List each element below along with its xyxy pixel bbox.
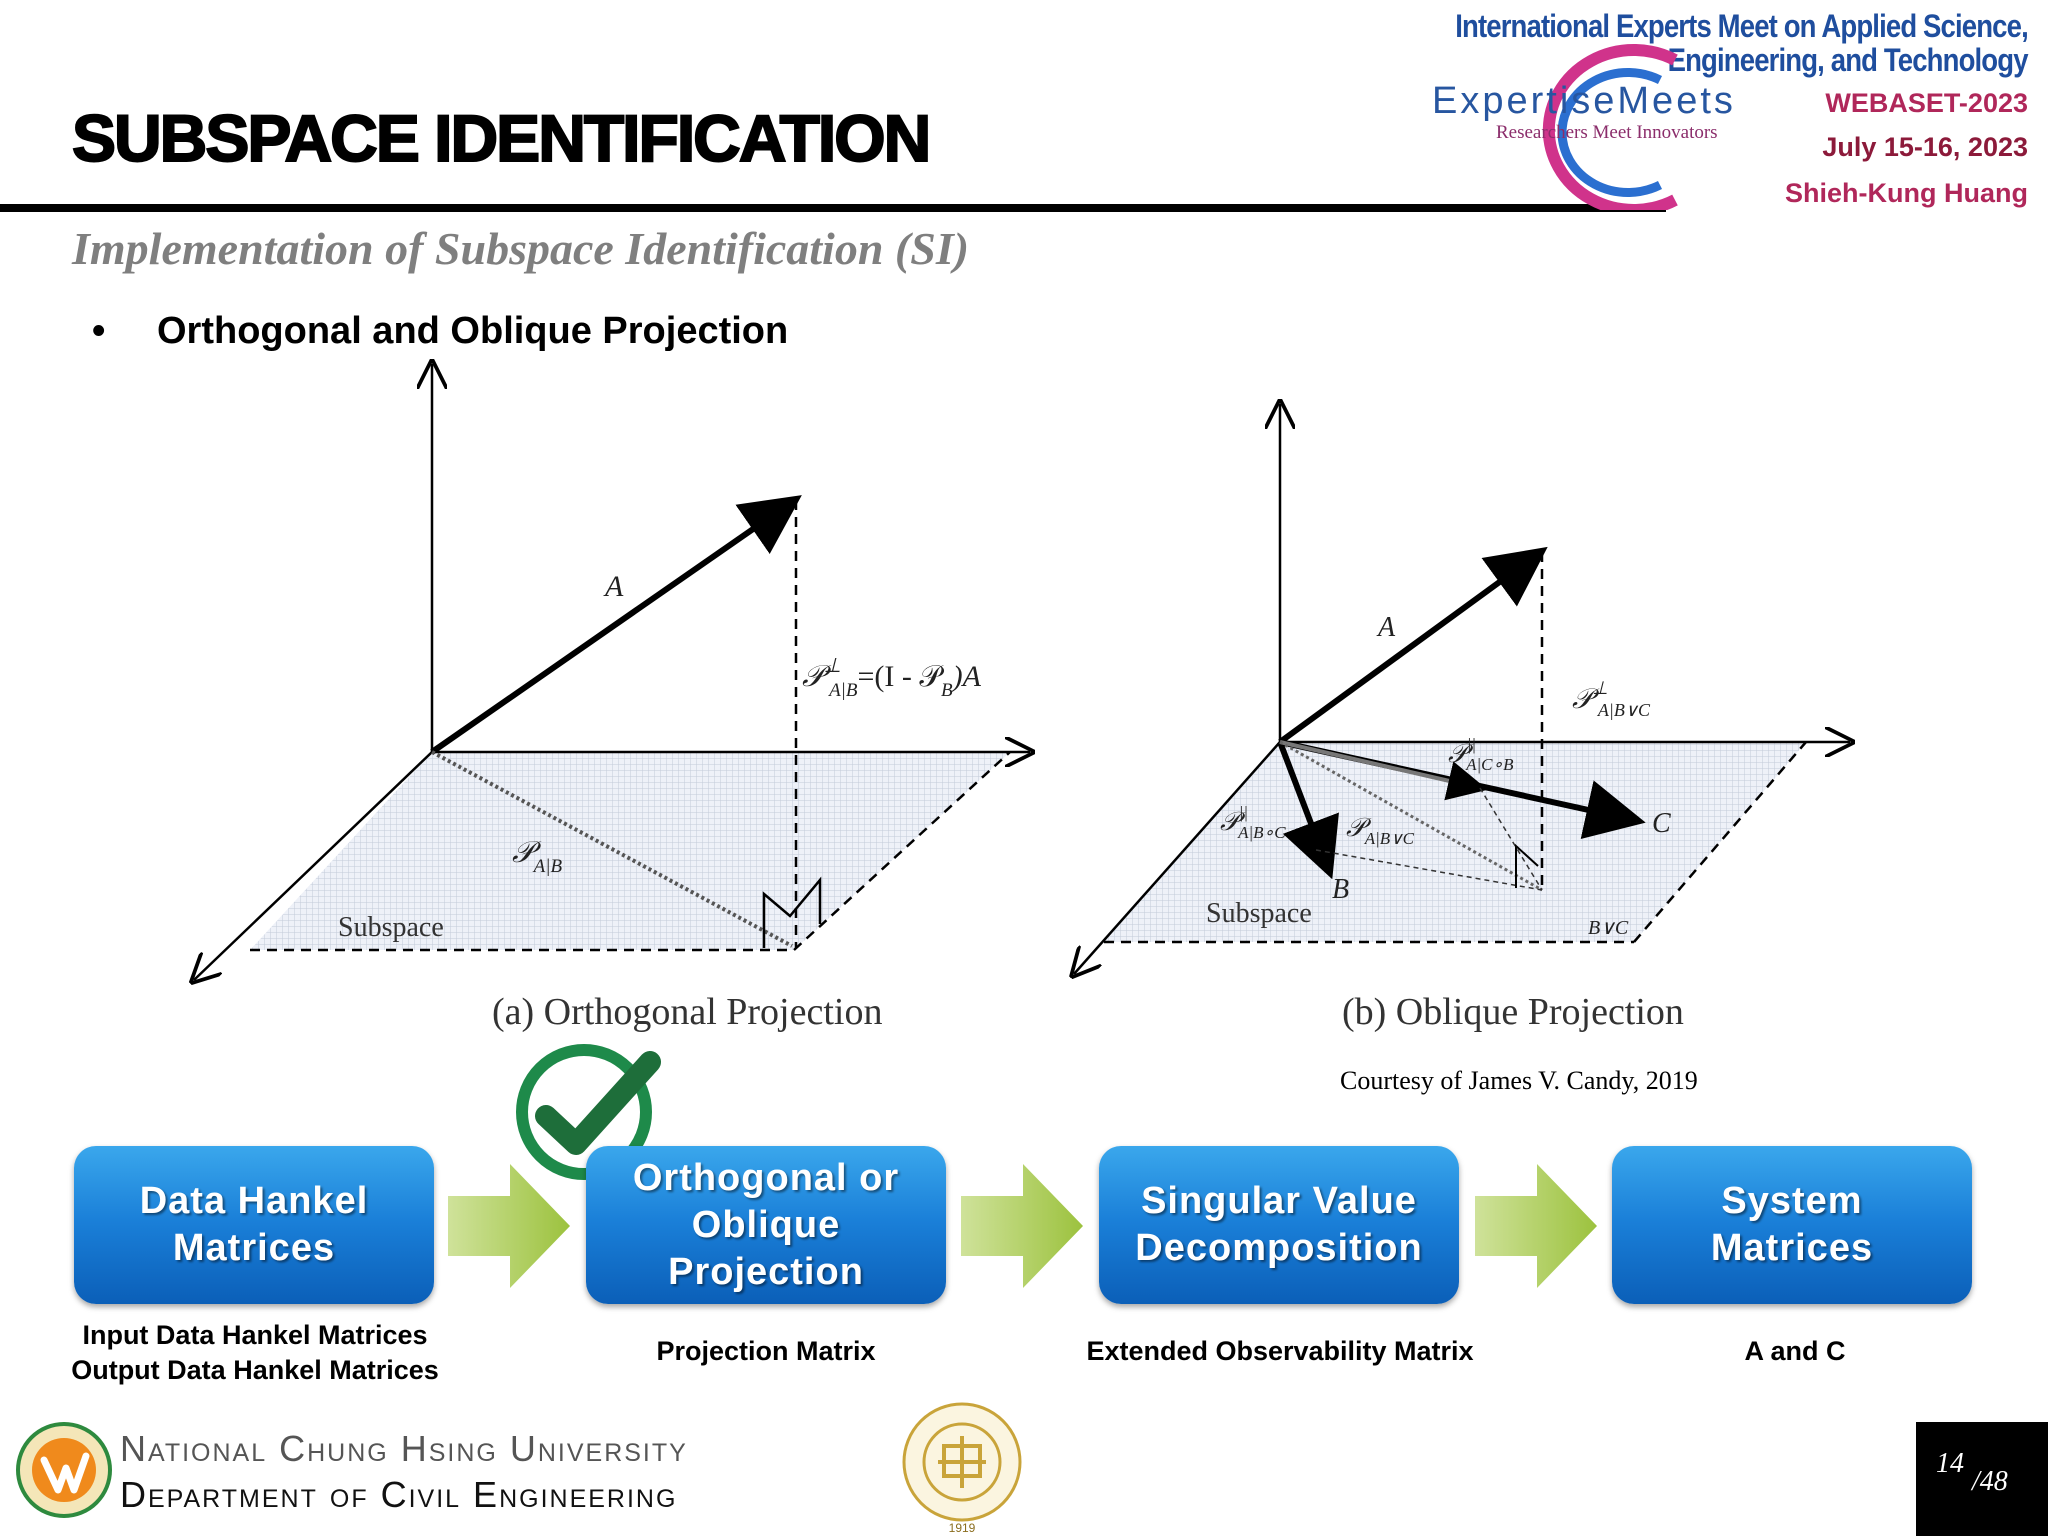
step-system-matrices: System Matrices	[1612, 1146, 1972, 1304]
department-name: Department of Civil Engineering	[120, 1474, 678, 1515]
figure-a-caption: (a) Orthogonal Projection	[492, 991, 883, 1033]
conference-name-line2: Engineering, and Technology	[1667, 42, 2029, 78]
expertisemeets-logo-icon	[1542, 44, 1678, 210]
slide-title: SUBSPACE IDENTIFICATION	[71, 100, 932, 176]
courtesy-credit: Courtesy of James V. Candy, 2019	[1340, 1066, 1698, 1095]
svg-text:1919: 1919	[949, 1521, 976, 1535]
perp-projection-label: 𝒫⊥ A|B=(I - 𝒫B)A	[802, 655, 982, 701]
c-label: C	[1652, 808, 1671, 839]
conference-date: July 15-16, 2023	[1822, 132, 2028, 162]
step-projection: Orthogonal or Oblique Projection	[586, 1146, 946, 1304]
projection-label: 𝒫A|B	[512, 836, 562, 877]
conference-event: WEBASET-2023	[1825, 88, 2028, 118]
step-data-hankel-matrices: Data Hankel Matrices	[74, 1146, 434, 1304]
bullet-icon: •	[92, 310, 106, 352]
page-current: 14	[1936, 1448, 1964, 1479]
slide-subtitle: Implementation of Subspace Identificatio…	[72, 223, 970, 274]
page-total: /48	[1972, 1466, 2008, 1497]
department-logo-icon	[16, 1422, 112, 1518]
university-name: National Chung Hsing University	[120, 1428, 688, 1469]
bullet-text: Orthogonal and Oblique Projection	[157, 310, 789, 352]
step-note-svd: Extended Observability Matrix	[1086, 1336, 1474, 1366]
conference-name-line1: International Experts Meet on Applied Sc…	[1455, 8, 2028, 44]
b-label: B	[1332, 874, 1349, 905]
subspace-label: Subspace	[338, 912, 444, 943]
vector-b	[1277, 740, 1339, 880]
vector-a-b	[1278, 546, 1548, 745]
arrow-right-icon	[1475, 1164, 1597, 1288]
brand-tagline: Researchers Meet Innovators	[1496, 122, 1718, 143]
projection-a-b	[431, 750, 793, 948]
author-name: Shieh-Kung Huang	[1785, 178, 2028, 208]
arrow-right-icon	[448, 1164, 570, 1288]
step-note-system: A and C	[1744, 1336, 1846, 1366]
vector-a-label-b: A	[1376, 612, 1396, 643]
vector-a	[430, 495, 802, 755]
step-note-hankel: Input Data Hankel Matrices Output Data H…	[71, 1320, 439, 1385]
parallel-b-label: 𝒫|| A|B∘C	[1220, 803, 1286, 842]
subspace-label-b: Subspace	[1206, 898, 1312, 929]
orthogonal-projection-diagram: A 𝒫⊥ A|B=(I - 𝒫B)A 𝒫A|B Subspace	[180, 350, 1060, 990]
brand-name: ExpertiseMeets	[1432, 80, 1736, 122]
oblique-projection-diagram: A 𝒫⊥ A|B∨C 𝒫|| A|C∘B 𝒫|| A|B∘C 𝒫A|B∨C C B S…	[1060, 390, 1860, 990]
university-seal-icon: 1919	[902, 1402, 1022, 1535]
checkmark-icon	[516, 1044, 661, 1180]
title-rule	[0, 204, 1666, 212]
vector-a-label: A	[603, 570, 624, 603]
bvc-label: B∨C	[1588, 917, 1629, 939]
page-number-box	[1916, 1422, 2048, 1536]
perp-projection-label-b: 𝒫⊥ A|B∨C	[1572, 678, 1651, 720]
parallel-c-label: 𝒫|| A|C∘B	[1448, 735, 1514, 774]
figure-b-caption: (b) Oblique Projection	[1342, 991, 1684, 1033]
arrow-right-icon	[961, 1164, 1083, 1288]
step-singular-value-decomposition: Singular Value Decomposition	[1099, 1146, 1459, 1304]
step-note-projection: Projection Matrix	[656, 1336, 876, 1366]
